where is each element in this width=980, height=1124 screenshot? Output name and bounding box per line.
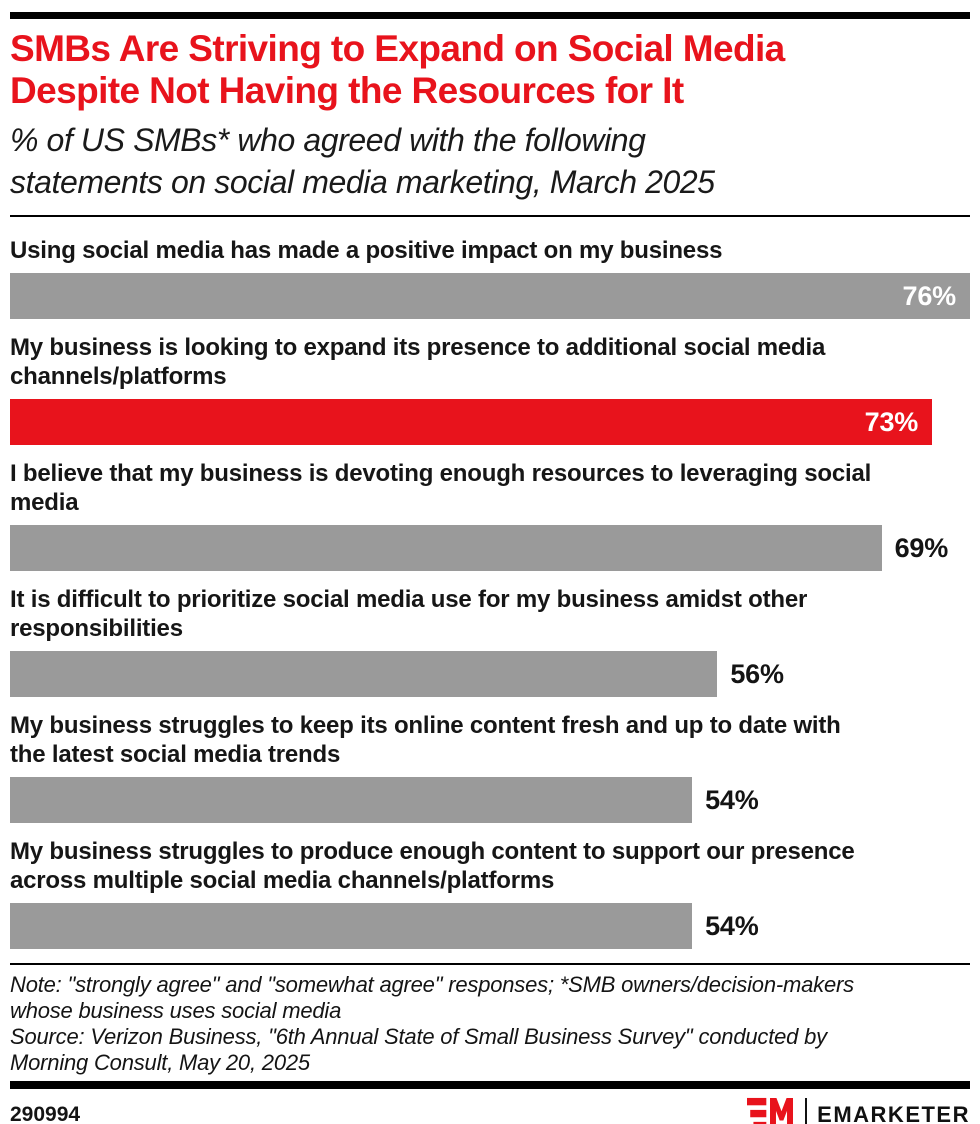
chart-row: I believe that my business is devoting e… xyxy=(10,459,970,571)
chart-row: Using social media has made a positive i… xyxy=(10,236,970,319)
bar-category-label-line: My business struggles to keep its online… xyxy=(10,712,841,739)
logo-divider xyxy=(805,1097,808,1124)
emarketer-wordmark: EMARKETER xyxy=(817,1101,970,1124)
emarketer-logo: EMARKETER xyxy=(747,1097,970,1124)
bar-value-label: 54% xyxy=(705,784,759,815)
bar-track: 56% xyxy=(10,651,970,697)
chart-row: My business struggles to produce enough … xyxy=(10,837,970,949)
bar-track: 73% xyxy=(10,399,970,445)
bar xyxy=(10,651,718,697)
chart-notes: Note: "strongly agree" and "somewhat agr… xyxy=(10,972,970,1076)
source-line: Source: Verizon Business, "6th Annual St… xyxy=(10,1024,827,1049)
footer-divider xyxy=(10,963,970,965)
chart-subtitle: % of US SMBs* who agreed with the follow… xyxy=(10,119,970,203)
chart-subtitle-line: % of US SMBs* who agreed with the follow… xyxy=(10,122,646,158)
bar-category-label-line: My business is looking to expand its pre… xyxy=(10,334,826,361)
bar xyxy=(10,903,693,949)
bar-category-label-line: responsibilities xyxy=(10,615,183,642)
bar-chart: Using social media has made a positive i… xyxy=(10,236,970,949)
bar xyxy=(10,777,693,823)
bar-category-label: Using social media has made a positive i… xyxy=(10,236,970,265)
chart-row: It is difficult to prioritize social med… xyxy=(10,585,970,697)
note-line: Note: "strongly agree" and "somewhat agr… xyxy=(10,972,854,997)
footer: 290994 EMARKETER xyxy=(10,1097,970,1124)
bar-category-label-line: I believe that my business is devoting e… xyxy=(10,460,872,487)
bar-category-label-line: It is difficult to prioritize social med… xyxy=(10,586,808,613)
bar-value-label: 54% xyxy=(705,910,759,941)
bar-category-label: It is difficult to prioritize social med… xyxy=(10,585,970,643)
bar xyxy=(10,525,882,571)
chart-title-line: SMBs Are Striving to Expand on Social Me… xyxy=(10,28,785,69)
header-divider xyxy=(10,215,970,217)
bar-value-label: 76% xyxy=(902,280,957,311)
bar-track: 54% xyxy=(10,903,970,949)
bar-category-label-line: Using social media has made a positive i… xyxy=(10,237,723,264)
chart-subtitle-line: statements on social media marketing, Ma… xyxy=(10,164,715,200)
chart-id: 290994 xyxy=(10,1102,81,1124)
em-monogram-icon xyxy=(747,1097,794,1124)
chart-row: My business struggles to keep its online… xyxy=(10,711,970,823)
bar-category-label: My business struggles to produce enough … xyxy=(10,837,970,895)
bar-track: 69% xyxy=(10,525,970,571)
bar-category-label-line: the latest social media trends xyxy=(10,741,341,768)
bar-value-label: 73% xyxy=(864,406,919,437)
bar-highlighted: 73% xyxy=(10,399,933,445)
bar-category-label-line: channels/platforms xyxy=(10,363,227,390)
bar-category-label-line: media xyxy=(10,489,79,516)
bar-track: 54% xyxy=(10,777,970,823)
chart-title: SMBs Are Striving to Expand on Social Me… xyxy=(10,28,970,112)
bar-track: 76% xyxy=(10,273,970,319)
bar: 76% xyxy=(10,273,970,319)
bar-category-label: My business is looking to expand its pre… xyxy=(10,333,970,391)
bar-category-label: I believe that my business is devoting e… xyxy=(10,459,970,517)
bar-value-label: 56% xyxy=(730,658,784,689)
bar-value-label: 69% xyxy=(894,532,949,563)
source-line: Morning Consult, May 20, 2025 xyxy=(10,1050,310,1075)
top-rule xyxy=(10,12,970,19)
chart-row: My business is looking to expand its pre… xyxy=(10,333,970,445)
chart-title-line: Despite Not Having the Resources for It xyxy=(10,70,684,111)
note-line: whose business uses social media xyxy=(10,998,342,1023)
bar-category-label-line: across multiple social media channels/pl… xyxy=(10,867,555,894)
bar-category-label: My business struggles to keep its online… xyxy=(10,711,970,769)
bottom-rule xyxy=(10,1081,970,1089)
bar-category-label-line: My business struggles to produce enough … xyxy=(10,838,855,865)
